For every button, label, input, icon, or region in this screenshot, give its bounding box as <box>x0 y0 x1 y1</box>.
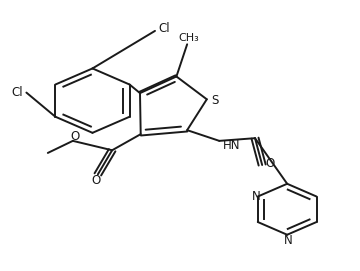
Text: Cl: Cl <box>12 86 23 99</box>
Text: N: N <box>284 234 293 247</box>
Text: O: O <box>265 157 275 170</box>
Text: O: O <box>70 130 79 143</box>
Text: N: N <box>252 190 261 203</box>
Text: Cl: Cl <box>158 22 170 35</box>
Text: O: O <box>91 174 101 187</box>
Text: HN: HN <box>223 139 240 152</box>
Text: S: S <box>211 94 218 107</box>
Text: CH₃: CH₃ <box>179 33 199 43</box>
